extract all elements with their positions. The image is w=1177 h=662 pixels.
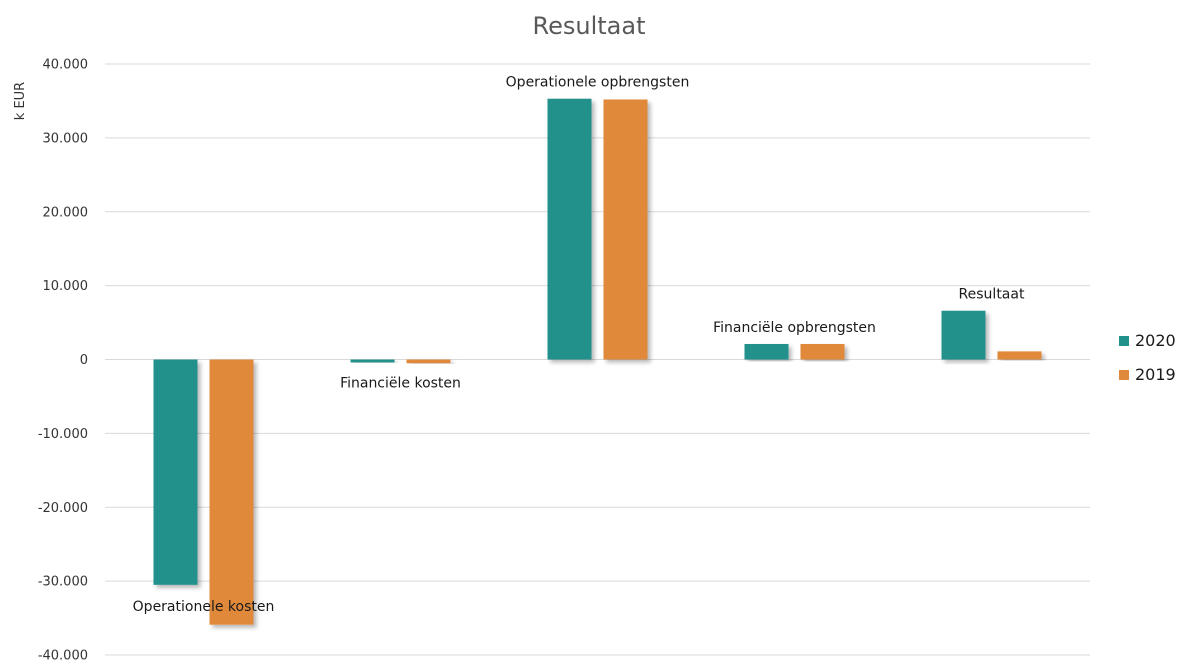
bar-2020-4 — [744, 343, 789, 360]
bar-2019-1 — [209, 359, 254, 625]
y-tick-label: 30.000 — [43, 131, 89, 146]
category-labels: Operationele kosten Financiële kosten Oper… — [133, 75, 1025, 615]
bar-2020-2 — [350, 359, 395, 363]
category-label: Financiële opbrengsten — [713, 320, 876, 336]
bars — [153, 98, 1042, 625]
category-label: Operationele kosten — [133, 599, 275, 615]
bar-2019-4 — [800, 343, 845, 360]
y-axis-label: k EUR — [13, 82, 28, 120]
bar-2019-3 — [603, 99, 648, 360]
legend-swatch-2019 — [1119, 370, 1129, 380]
legend-swatch-2020 — [1119, 336, 1129, 346]
y-tick-label: 20.000 — [43, 205, 89, 220]
bar-2020-5 — [941, 310, 986, 360]
bar-2019-2 — [406, 359, 451, 364]
legend: 2020 2019 — [1119, 331, 1176, 384]
category-label: Financiële kosten — [340, 376, 461, 392]
chart-title: Resultaat — [533, 12, 646, 40]
y-tick-label: -20.000 — [38, 501, 88, 516]
legend-label-2019: 2019 — [1135, 365, 1176, 384]
gridlines — [105, 63, 1090, 656]
y-tick-label: 0 — [80, 353, 88, 368]
y-tick-label: 10.000 — [43, 279, 89, 294]
bar-2020-3 — [547, 98, 592, 360]
y-axis-ticks: 40.000 30.000 20.000 10.000 0 -10.000 -20.000 -… — [38, 58, 88, 662]
y-tick-label: -10.000 — [38, 427, 88, 442]
y-tick-label: -30.000 — [38, 575, 88, 590]
bar-2019-5 — [997, 351, 1042, 360]
y-tick-label: -40.000 — [38, 649, 88, 662]
bar-2020-1 — [153, 359, 198, 585]
legend-label-2020: 2020 — [1135, 331, 1176, 350]
category-label: Resultaat — [959, 287, 1025, 303]
y-tick-label: 40.000 — [43, 58, 89, 73]
category-label: Operationele opbrengsten — [506, 75, 690, 91]
